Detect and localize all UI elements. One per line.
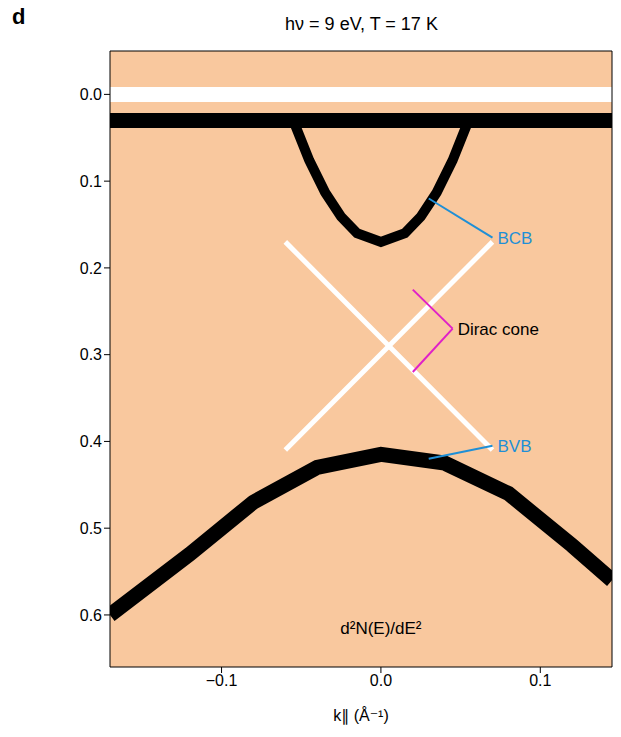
svg-text:Dirac cone: Dirac cone bbox=[458, 320, 539, 339]
svg-text:0.4: 0.4 bbox=[80, 433, 102, 450]
svg-text:0.5: 0.5 bbox=[80, 520, 102, 537]
svg-text:k∥ (Å⁻¹): k∥ (Å⁻¹) bbox=[333, 706, 389, 725]
svg-text:BCB: BCB bbox=[497, 229, 532, 248]
svg-text:0.1: 0.1 bbox=[80, 173, 102, 190]
svg-text:0.1: 0.1 bbox=[529, 672, 551, 689]
svg-text:0.3: 0.3 bbox=[80, 346, 102, 363]
svg-text:0.2: 0.2 bbox=[80, 260, 102, 277]
html-text:hν = 9 eV, T = 17 K: hν = 9 eV, T = 17 K bbox=[285, 14, 438, 34]
svg-text:0.0: 0.0 bbox=[80, 86, 102, 103]
svg-text:0.0: 0.0 bbox=[370, 672, 392, 689]
html-text:d: d bbox=[12, 4, 26, 29]
svg-text:−0.1: −0.1 bbox=[206, 672, 238, 689]
svg-text:d²N(E)/dE²: d²N(E)/dE² bbox=[340, 619, 422, 638]
svg-text:BVB: BVB bbox=[497, 437, 531, 456]
svg-text:0.6: 0.6 bbox=[80, 607, 102, 624]
